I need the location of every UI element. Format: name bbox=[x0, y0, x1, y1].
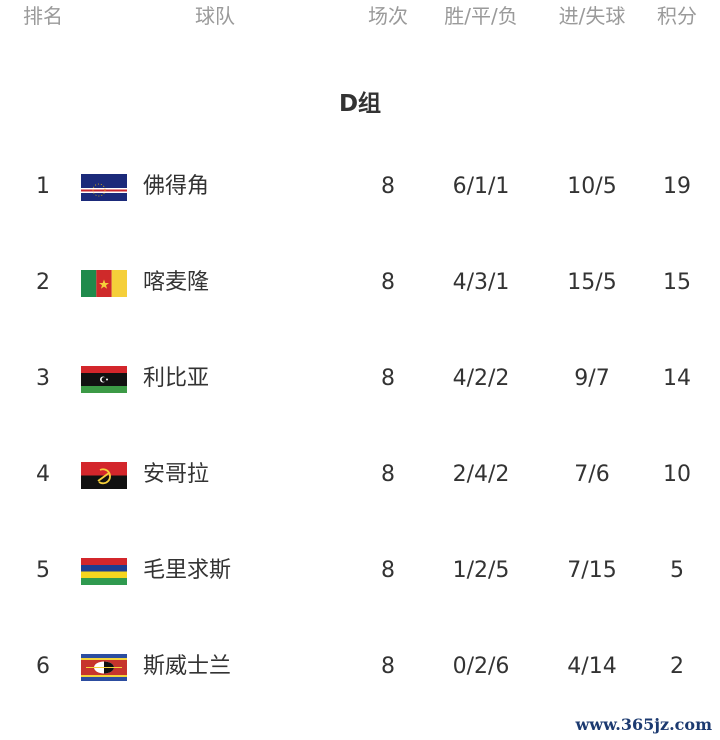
goals-for-against: 7/6 bbox=[574, 462, 610, 487]
goals-for-against: 9/7 bbox=[574, 366, 610, 391]
goals-for-against: 4/14 bbox=[567, 654, 617, 679]
goals-for-against: 7/15 bbox=[567, 558, 617, 583]
cape-verde-flag-icon bbox=[81, 174, 127, 201]
mauritius-flag-icon bbox=[81, 558, 127, 585]
rank: 5 bbox=[36, 558, 50, 583]
rank: 2 bbox=[36, 270, 50, 295]
win-draw-loss: 0/2/6 bbox=[452, 654, 510, 679]
header-played: 场次 bbox=[368, 4, 408, 28]
table-row[interactable]: 4 安哥拉 8 2/4/2 7/6 10 bbox=[0, 455, 720, 495]
played: 8 bbox=[381, 462, 395, 487]
win-draw-loss: 4/3/1 bbox=[452, 270, 510, 295]
team-name[interactable]: 毛里求斯 bbox=[143, 558, 232, 583]
header-goals: 进/失球 bbox=[558, 4, 626, 28]
played: 8 bbox=[381, 558, 395, 583]
header-rank: 排名 bbox=[23, 4, 63, 28]
points: 10 bbox=[663, 462, 691, 487]
team-name[interactable]: 斯威士兰 bbox=[143, 654, 232, 679]
cameroon-flag-icon bbox=[81, 270, 127, 297]
rank: 6 bbox=[36, 654, 50, 679]
played: 8 bbox=[381, 654, 395, 679]
played: 8 bbox=[381, 174, 395, 199]
team-name[interactable]: 喀麦隆 bbox=[143, 270, 210, 295]
watermark: www.365jz.com bbox=[575, 715, 712, 734]
table-row[interactable]: 5 毛里求斯 8 1/2/5 7/15 5 bbox=[0, 551, 720, 591]
points: 14 bbox=[663, 366, 691, 391]
goals-for-against: 15/5 bbox=[567, 270, 617, 295]
points: 19 bbox=[663, 174, 691, 199]
table-row[interactable]: 2 喀麦隆 8 4/3/1 15/5 15 bbox=[0, 263, 720, 303]
group-title: D组 bbox=[338, 91, 382, 117]
win-draw-loss: 6/1/1 bbox=[452, 174, 510, 199]
header-points: 积分 bbox=[657, 4, 697, 28]
rank: 1 bbox=[36, 174, 50, 199]
win-draw-loss: 1/2/5 bbox=[452, 558, 510, 583]
table-row[interactable]: 6 斯威士兰 8 0/2/6 4/14 2 bbox=[0, 647, 720, 687]
win-draw-loss: 4/2/2 bbox=[452, 366, 510, 391]
angola-flag-icon bbox=[81, 462, 127, 489]
table-row[interactable]: 3 利比亚 8 4/2/2 9/7 14 bbox=[0, 359, 720, 399]
libya-flag-icon bbox=[81, 366, 127, 393]
played: 8 bbox=[381, 366, 395, 391]
header-team: 球队 bbox=[195, 4, 235, 28]
win-draw-loss: 2/4/2 bbox=[452, 462, 510, 487]
eswatini-flag-icon bbox=[81, 654, 127, 681]
points: 5 bbox=[670, 558, 684, 583]
team-name[interactable]: 佛得角 bbox=[143, 174, 210, 199]
points: 2 bbox=[670, 654, 684, 679]
rank: 3 bbox=[36, 366, 50, 391]
played: 8 bbox=[381, 270, 395, 295]
header-wdl: 胜/平/负 bbox=[444, 4, 518, 28]
team-name[interactable]: 安哥拉 bbox=[143, 462, 210, 487]
goals-for-against: 10/5 bbox=[567, 174, 617, 199]
team-name[interactable]: 利比亚 bbox=[143, 366, 210, 391]
table-row[interactable]: 1 佛得角 8 6/1/1 10/5 19 bbox=[0, 167, 720, 207]
rank: 4 bbox=[36, 462, 50, 487]
points: 15 bbox=[663, 270, 691, 295]
